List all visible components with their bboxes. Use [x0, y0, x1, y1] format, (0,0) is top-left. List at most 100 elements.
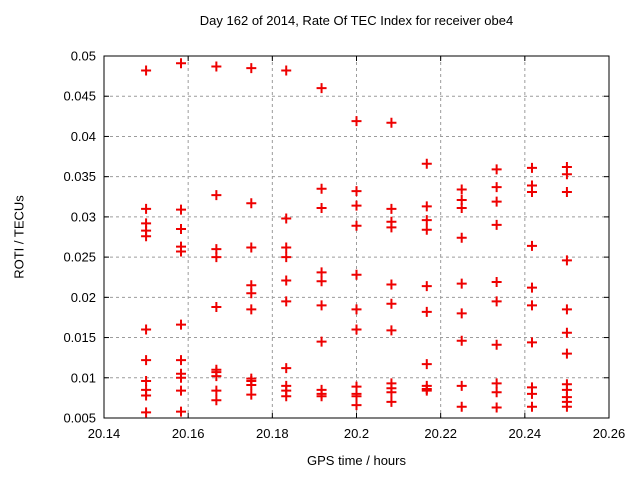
data-point-marker	[351, 116, 362, 127]
data-point-marker	[456, 232, 467, 243]
data-point-marker	[491, 339, 502, 350]
data-point-marker	[421, 201, 432, 212]
data-point-marker	[351, 400, 362, 411]
data-point-marker	[246, 198, 257, 209]
data-point-marker	[246, 304, 257, 315]
data-point-marker	[141, 324, 152, 335]
data-point-marker	[176, 223, 187, 234]
x-axis-label: GPS time / hours	[307, 453, 406, 468]
data-point-marker	[456, 380, 467, 391]
data-point-marker	[141, 355, 152, 366]
y-tick-label: 0.045	[63, 89, 96, 104]
data-point-marker	[351, 269, 362, 280]
data-point-marker	[281, 242, 292, 253]
data-point-marker	[526, 388, 537, 399]
data-point-marker	[176, 319, 187, 330]
data-point-marker	[246, 389, 257, 400]
data-point-marker	[561, 186, 572, 197]
y-tick-label: 0.025	[63, 250, 96, 265]
data-point-marker	[421, 158, 432, 169]
data-point-marker	[526, 186, 537, 197]
data-point-marker	[491, 219, 502, 230]
data-point-marker	[386, 325, 397, 336]
data-point-marker	[561, 304, 572, 315]
data-point-marker	[421, 281, 432, 292]
data-point-marker	[176, 246, 187, 257]
data-point-marker	[316, 391, 327, 402]
data-point-marker	[211, 190, 222, 201]
data-point-marker	[561, 348, 572, 359]
data-point-marker	[281, 65, 292, 76]
y-tick-label: 0.05	[71, 49, 96, 64]
data-point-marker	[141, 375, 152, 386]
y-tick-label: 0.02	[71, 290, 96, 305]
data-point-marker	[211, 371, 222, 382]
data-point-marker	[246, 288, 257, 299]
data-point-marker	[351, 220, 362, 231]
data-point-marker	[456, 335, 467, 346]
y-tick-label: 0.03	[71, 209, 96, 224]
data-point-marker	[351, 324, 362, 335]
x-tick-label: 20.18	[256, 426, 289, 441]
data-point-marker	[386, 222, 397, 233]
data-point-marker	[491, 387, 502, 398]
data-point-marker	[141, 203, 152, 214]
data-point-marker	[386, 298, 397, 309]
data-point-marker	[491, 182, 502, 193]
data-point-marker	[211, 301, 222, 312]
data-point-marker	[561, 255, 572, 266]
data-point-marker	[316, 276, 327, 287]
data-point-marker	[456, 203, 467, 214]
data-point-marker	[526, 300, 537, 311]
y-tick-label: 0.005	[63, 411, 96, 426]
data-point-marker	[316, 267, 327, 278]
data-point-marker	[561, 401, 572, 412]
data-point-marker	[211, 395, 222, 406]
data-point-marker	[386, 279, 397, 290]
data-point-marker	[561, 169, 572, 180]
data-point-marker	[421, 215, 432, 226]
x-tick-label: 20.22	[424, 426, 457, 441]
x-tick-label: 20.16	[172, 426, 205, 441]
data-point-marker	[456, 278, 467, 289]
data-point-marker	[491, 296, 502, 307]
data-point-marker	[281, 213, 292, 224]
data-point-marker	[421, 359, 432, 370]
data-point-marker	[491, 196, 502, 207]
data-point-marker	[561, 327, 572, 338]
data-point-marker	[491, 402, 502, 413]
data-point-marker	[491, 277, 502, 288]
x-tick-label: 20.14	[88, 426, 121, 441]
y-tick-label: 0.035	[63, 169, 96, 184]
data-point-marker	[386, 387, 397, 398]
data-point-marker	[316, 336, 327, 347]
data-point-marker	[281, 363, 292, 374]
data-point-marker	[351, 304, 362, 315]
chart-title: Day 162 of 2014, Rate Of TEC Index for r…	[199, 13, 514, 28]
y-tick-label: 0.01	[71, 370, 96, 385]
data-point-marker	[491, 378, 502, 389]
data-point-marker	[141, 390, 152, 401]
data-point-marker	[386, 203, 397, 214]
data-point-marker	[526, 337, 537, 348]
x-tick-label: 20.2	[344, 426, 369, 441]
data-point-marker	[491, 164, 502, 175]
data-point-marker	[281, 252, 292, 263]
data-point-marker	[421, 306, 432, 317]
data-point-marker	[456, 184, 467, 195]
y-tick-label: 0.04	[71, 129, 96, 144]
data-point-marker	[351, 186, 362, 197]
data-point-marker	[351, 200, 362, 211]
data-point-marker	[386, 117, 397, 128]
data-point-marker	[386, 396, 397, 407]
data-point-marker	[316, 83, 327, 94]
data-point-marker	[141, 231, 152, 242]
data-point-marker	[176, 406, 187, 417]
data-point-marker	[281, 391, 292, 402]
data-point-marker	[246, 63, 257, 74]
x-tick-label: 20.26	[593, 426, 626, 441]
data-point-marker	[526, 162, 537, 173]
data-point-marker	[526, 282, 537, 293]
